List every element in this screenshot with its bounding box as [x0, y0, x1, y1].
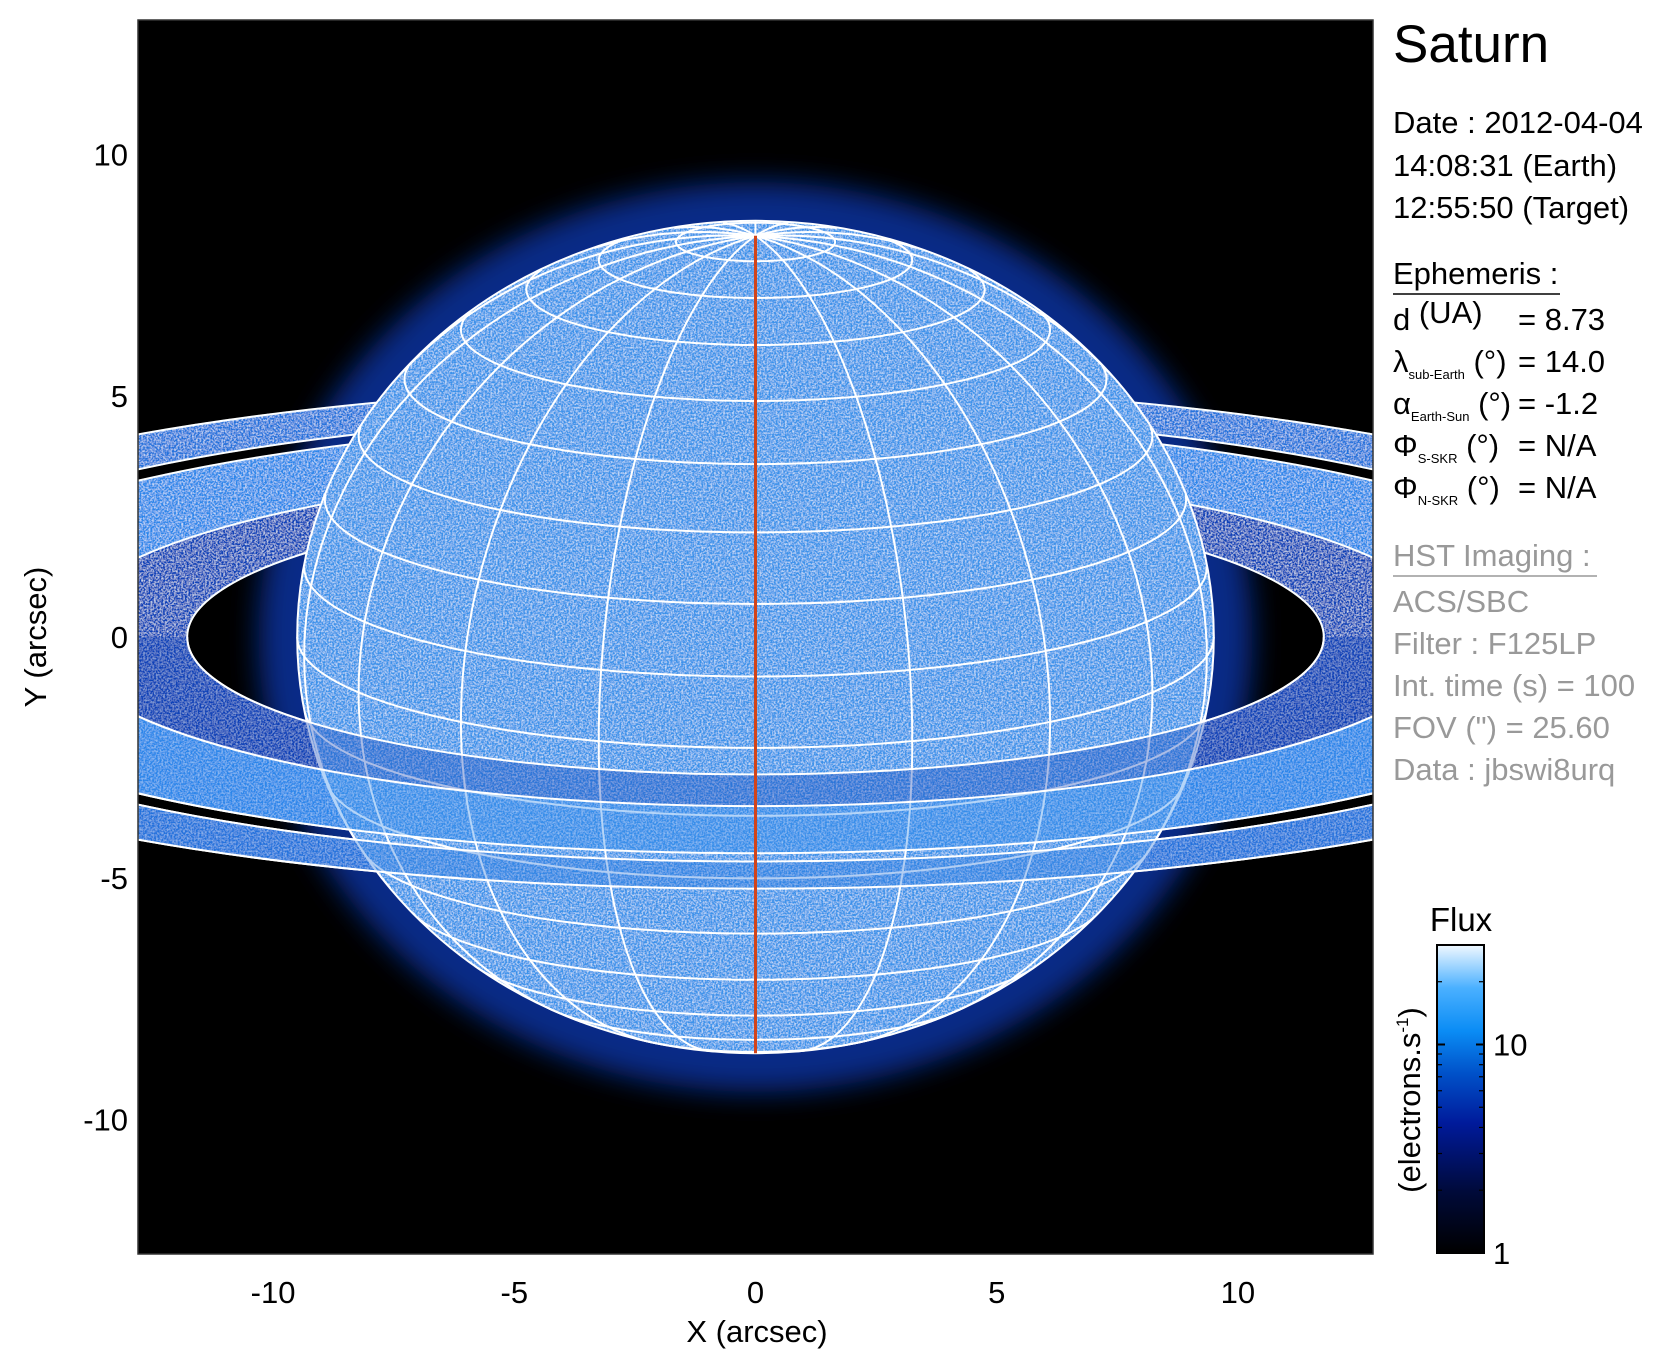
- target-title: Saturn: [1393, 15, 1549, 74]
- colorbar-tick-label: 10: [1493, 1027, 1527, 1062]
- longitude-line: [755, 234, 1052, 1046]
- longitude-line: [459, 234, 756, 1046]
- imaging-row: Data : jbswi8urq: [1393, 752, 1615, 787]
- longitude-line: [755, 225, 837, 237]
- time-earth: 14:08:31 (Earth): [1393, 148, 1617, 183]
- colorbar: Flux 1 10 (electrons.s-1): [1392, 901, 1527, 1271]
- ephemeris-value: = N/A: [1518, 428, 1597, 463]
- longitude-line: [754, 234, 914, 1053]
- imaging-row: Int. time (s) = 100: [1393, 668, 1635, 703]
- plot-frame: [137, 19, 1374, 1255]
- longitude-line: [399, 234, 756, 376]
- longitude-line: [755, 234, 1112, 376]
- imaging-row: ACS/SBC: [1393, 584, 1529, 619]
- ephemeris-value: = -1.2: [1518, 386, 1598, 421]
- ephemeris-row: ΦS-SKR (°): [1393, 428, 1499, 466]
- imaging-row: Filter : F125LP: [1393, 626, 1596, 661]
- x-tick-label: -10: [251, 1275, 296, 1310]
- longitude-line: [754, 221, 789, 237]
- y-tick-label: 5: [111, 379, 128, 414]
- colorbar-label: (electrons.s-1): [1392, 1007, 1427, 1193]
- y-axis-label: Y (arcsec): [18, 567, 53, 708]
- ephemeris-value: = N/A: [1518, 470, 1597, 505]
- longitude-line: [674, 225, 756, 237]
- ring-band: [138, 420, 1373, 854]
- ephemeris-row: λsub-Earth (°): [1393, 344, 1507, 382]
- ephemeris-value: = 8.73: [1518, 302, 1605, 337]
- longitude-line: [597, 234, 757, 1053]
- ephemeris-value: = 14.0: [1518, 344, 1605, 379]
- longitude-line: [357, 234, 756, 1023]
- image-panel: [138, 20, 1373, 1254]
- imaging-row: FOV (") = 25.60: [1393, 710, 1610, 745]
- date-text: Date : 2012-04-04: [1393, 105, 1643, 140]
- longitude-line: [755, 234, 1208, 890]
- colorbar-title: Flux: [1430, 901, 1493, 938]
- ephemeris-row: ΦN-SKR (°): [1393, 470, 1500, 508]
- longitude-line: [755, 230, 918, 249]
- rings-back: [138, 384, 1373, 890]
- info-panel: Saturn Date : 2012-04-04 14:08:31 (Earth…: [1393, 15, 1643, 787]
- colorbar-gradient: [1436, 944, 1485, 1254]
- x-axis-label: X (arcsec): [686, 1314, 827, 1349]
- axes: X (arcsec) Y (arcsec) -10 -5 0 5 10 -10 -5 0 5 10: [18, 138, 1255, 1349]
- longitude-line: [755, 234, 1154, 1023]
- colorbar-tick-label: 1: [1493, 1236, 1510, 1271]
- time-target: 12:55:50 (Target): [1393, 190, 1629, 225]
- ring-band-front: [138, 716, 1373, 854]
- y-tick-label: 10: [94, 138, 128, 173]
- longitude-line: [593, 230, 756, 249]
- ephemeris-heading: Ephemeris :: [1393, 256, 1558, 291]
- longitude-line: [722, 221, 757, 237]
- y-tick-label: -10: [83, 1102, 128, 1137]
- ephemeris-row: d (UA): [1393, 295, 1483, 337]
- ring-band: [138, 385, 1373, 889]
- ring-band-front: [138, 637, 1373, 807]
- y-tick-label: 0: [111, 620, 128, 655]
- imaging-heading: HST Imaging :: [1393, 538, 1591, 573]
- y-tick-label: -5: [100, 861, 128, 896]
- x-tick-label: 0: [747, 1275, 764, 1310]
- longitude-line: [303, 234, 756, 890]
- ephemeris-row: αEarth-Sun (°): [1393, 386, 1511, 424]
- x-tick-label: 5: [988, 1275, 1005, 1310]
- x-tick-label: 10: [1221, 1275, 1255, 1310]
- x-tick-label: -5: [501, 1275, 529, 1310]
- ring-band-front: [138, 804, 1373, 889]
